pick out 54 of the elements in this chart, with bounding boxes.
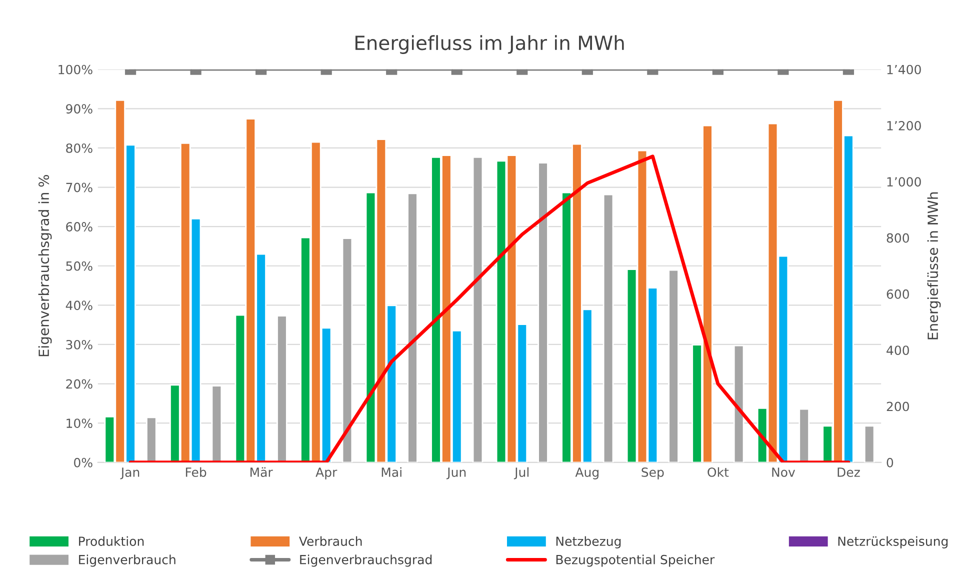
y-tick-label: 90% — [66, 104, 92, 114]
bar — [798, 408, 810, 462]
bar — [864, 425, 875, 462]
line-series — [128, 154, 850, 462]
chart-title: Energiefluss im Jahr in MWh — [355, 35, 624, 54]
y-tick-label: 60% — [66, 222, 92, 232]
x-tick-label: Mai — [382, 467, 402, 477]
bar — [146, 416, 157, 462]
x-tick-label: Dez — [838, 468, 860, 477]
y2-axis-title: Energieflüsse in MWh — [927, 192, 941, 340]
y2-tick-label: 1’200 — [887, 120, 921, 130]
legend-label: Eigenverbrauch — [79, 554, 176, 567]
legend-label: Netzrückspeisung — [838, 536, 948, 548]
x-tick-label: Jun — [446, 468, 466, 480]
y-tick-label: 70% — [66, 182, 92, 192]
bar — [538, 162, 548, 462]
y2-tick-label: 600 — [886, 289, 909, 299]
x-tick-label: Aug — [575, 468, 598, 480]
bar — [342, 238, 353, 462]
y2-tick-label: 200 — [886, 402, 909, 412]
y-tick-label: 30% — [66, 340, 92, 350]
y-tick-label: 0% — [74, 458, 92, 468]
y-tick-label: 50% — [66, 261, 92, 271]
y2-tick-label: 1’000 — [887, 177, 921, 187]
y-tick-label: 10% — [66, 418, 92, 428]
legend-label: Netzbezug — [556, 536, 621, 548]
bar — [668, 269, 679, 462]
y-tick-label: 40% — [66, 300, 92, 310]
x-tick-label: Nov — [772, 468, 796, 477]
y2-tick-label: 1’400 — [887, 64, 921, 74]
x-tick-label: Feb — [186, 467, 206, 477]
legend-label: Verbrauch — [299, 536, 362, 546]
legend-label: Bezugspotential Speicher — [556, 554, 715, 567]
x-tick-label: Sep — [642, 467, 664, 480]
y-axis-title: Eigenverbrauchsgrad in % — [38, 174, 52, 356]
y-tick-label: 100% — [58, 64, 92, 74]
x-tick-label: Jul — [514, 467, 528, 480]
x-tick-label: Mär — [250, 467, 273, 477]
bar — [276, 315, 288, 462]
x-tick-label: Jan — [120, 468, 140, 480]
y2-tick-label: 800 — [886, 233, 909, 243]
bar — [407, 192, 418, 462]
y2-tick-label: 0 — [886, 458, 894, 468]
legend-label: Produktion — [79, 536, 144, 546]
bar — [733, 344, 744, 462]
y2-tick-label: 400 — [886, 346, 909, 356]
bar — [211, 385, 222, 462]
bar — [602, 194, 614, 462]
bar — [472, 156, 484, 462]
legend-label: Eigenverbrauchsgrad — [300, 554, 432, 567]
y-tick-label: 20% — [66, 379, 92, 389]
y-tick-label: 80% — [66, 143, 92, 153]
x-tick-label: Okt — [708, 467, 729, 477]
x-tick-label: Apr — [316, 468, 338, 480]
